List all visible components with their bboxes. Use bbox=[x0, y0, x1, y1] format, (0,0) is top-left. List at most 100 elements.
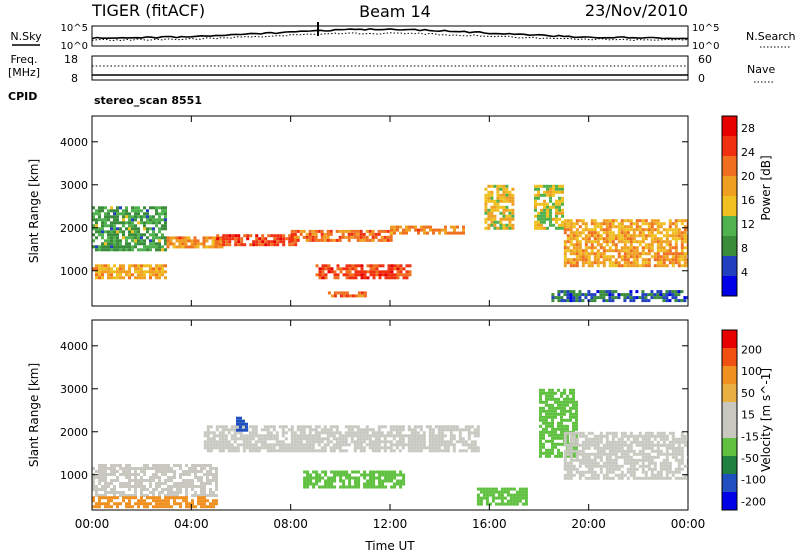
heatmap-cell bbox=[490, 193, 494, 197]
heatmap-cell bbox=[408, 264, 412, 268]
heatmap-cell bbox=[116, 245, 119, 249]
noise-right-tick-top: 10^5 bbox=[692, 23, 719, 34]
heatmap-cell bbox=[555, 199, 558, 203]
heatmap-cell bbox=[341, 437, 345, 441]
heatmap-cell bbox=[511, 223, 515, 227]
heatmap-cell bbox=[429, 228, 432, 232]
heatmap-cell bbox=[584, 258, 588, 262]
heatmap-cell bbox=[332, 446, 336, 450]
heatmap-cell bbox=[234, 237, 238, 241]
heatmap-cell bbox=[524, 493, 528, 497]
heatmap-cell bbox=[194, 476, 197, 479]
heatmap-cell bbox=[647, 252, 651, 256]
heatmap-cell bbox=[674, 467, 678, 471]
heatmap-cell bbox=[422, 443, 426, 447]
heatmap-cell bbox=[599, 246, 603, 250]
heatmap-cell bbox=[317, 229, 321, 233]
heatmap-cell bbox=[363, 473, 367, 477]
heatmap-cell bbox=[131, 467, 134, 470]
heatmap-cell bbox=[218, 446, 222, 450]
heatmap-cell bbox=[245, 440, 249, 444]
heatmap-cell bbox=[137, 209, 140, 213]
heatmap-cell bbox=[680, 476, 684, 480]
heatmap-cell bbox=[674, 240, 678, 244]
heatmap-cell bbox=[134, 239, 137, 243]
heatmap-cell bbox=[490, 217, 494, 221]
heatmap-cell bbox=[614, 458, 618, 462]
heatmap-cell bbox=[158, 267, 161, 271]
heatmap-cell bbox=[656, 449, 660, 453]
heatmap-cell bbox=[217, 242, 221, 246]
heatmap-cell bbox=[593, 440, 597, 444]
heatmap-cell bbox=[605, 243, 609, 247]
heatmap-cell bbox=[113, 491, 116, 494]
heatmap-cell bbox=[128, 267, 131, 271]
heatmap-cell bbox=[569, 296, 573, 300]
heatmap-cell bbox=[539, 430, 542, 434]
heatmap-cell bbox=[647, 443, 651, 447]
heatmap-cell bbox=[653, 234, 657, 238]
heatmap-cell bbox=[161, 273, 164, 277]
heatmap-cell bbox=[287, 449, 291, 453]
heatmap-cell bbox=[686, 240, 688, 244]
heatmap-cell bbox=[152, 221, 155, 225]
heatmap-cell bbox=[632, 246, 636, 250]
heatmap-cell bbox=[543, 193, 546, 197]
heatmap-cell bbox=[502, 205, 506, 209]
heatmap-cell bbox=[134, 209, 137, 213]
heatmap-cell bbox=[303, 479, 307, 483]
heatmap-cell bbox=[611, 296, 615, 300]
heatmap-cell bbox=[551, 409, 554, 413]
heatmap-cell bbox=[590, 467, 594, 471]
heatmap-cell bbox=[212, 431, 216, 435]
heatmap-cell bbox=[113, 233, 116, 237]
heatmap-cell bbox=[546, 187, 549, 191]
heatmap-cell bbox=[202, 236, 206, 240]
heatmap-cell bbox=[191, 502, 194, 506]
heatmap-cell bbox=[104, 215, 107, 219]
heatmap-cell bbox=[629, 464, 633, 468]
heatmap-cell bbox=[327, 485, 331, 489]
heatmap-cell bbox=[611, 234, 615, 238]
heatmap-cell bbox=[152, 273, 155, 277]
heatmap-cell bbox=[362, 431, 366, 435]
x-axis-label: Time UT bbox=[364, 539, 415, 553]
heatmap-cell bbox=[623, 234, 627, 238]
heatmap-cell bbox=[515, 496, 519, 500]
heatmap-cell bbox=[255, 234, 259, 238]
heatmap-cell bbox=[548, 388, 551, 392]
heatmap-cell bbox=[569, 225, 573, 229]
heatmap-cell bbox=[644, 243, 648, 247]
heatmap-cell bbox=[110, 505, 113, 509]
heatmap-cell bbox=[155, 499, 158, 503]
heatmap-cell bbox=[488, 493, 492, 497]
heatmap-cell bbox=[356, 235, 360, 239]
heatmap-cell bbox=[248, 449, 252, 453]
heatmap-cell bbox=[440, 434, 444, 438]
heatmap-cell bbox=[134, 236, 137, 240]
heatmap-cell bbox=[155, 218, 158, 222]
heatmap-cell bbox=[354, 470, 358, 474]
heatmap-cell bbox=[674, 237, 678, 241]
heatmap-cell bbox=[419, 425, 423, 429]
heatmap-cell bbox=[399, 470, 403, 474]
heatmap-cell bbox=[348, 473, 352, 477]
heatmap-cell bbox=[494, 496, 498, 500]
heatmap-cell bbox=[524, 487, 528, 491]
heatmap-cell bbox=[680, 446, 684, 450]
heatmap-cell bbox=[644, 455, 648, 459]
heatmap-cell bbox=[563, 434, 567, 438]
heatmap-cell bbox=[614, 431, 618, 435]
heatmap-cell bbox=[587, 240, 591, 244]
heatmap-cell bbox=[173, 499, 176, 503]
heatmap-cell bbox=[623, 240, 627, 244]
heatmap-cell bbox=[650, 234, 654, 238]
heatmap-cell bbox=[270, 240, 274, 244]
heatmap-cell bbox=[641, 252, 645, 256]
heatmap-cell bbox=[422, 437, 426, 441]
heatmap-cell bbox=[487, 214, 491, 218]
heatmap-cell bbox=[356, 434, 360, 438]
heatmap-cell bbox=[458, 440, 462, 444]
heatmap-cell bbox=[599, 446, 603, 450]
heatmap-cell bbox=[549, 196, 552, 200]
